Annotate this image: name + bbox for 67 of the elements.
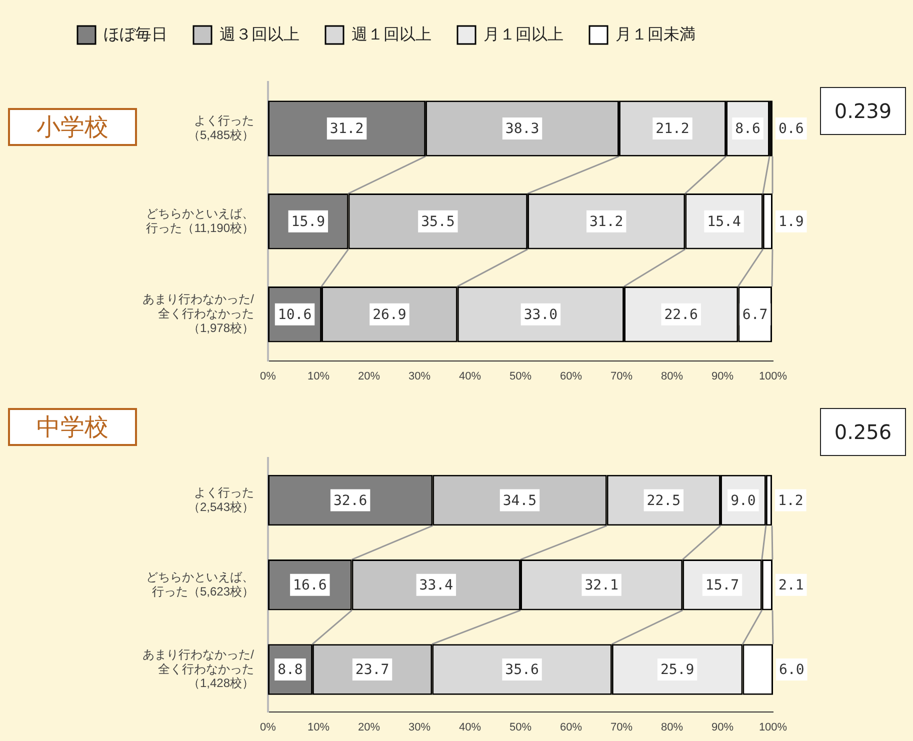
data-label: 15.7	[705, 578, 740, 594]
data-label: 15.4	[707, 214, 741, 230]
data-label: 32.6	[333, 492, 368, 509]
x-tick-label: 80%	[660, 370, 684, 382]
data-label: 2.1	[778, 578, 804, 594]
data-label: 0.6	[778, 121, 804, 138]
x-tick-label: 60%	[560, 721, 582, 734]
data-label: 1.2	[778, 492, 804, 509]
x-tick-label: 60%	[560, 370, 582, 382]
data-label: 9.0	[730, 492, 756, 509]
data-label: 35.6	[505, 662, 539, 678]
x-tick-label: 70%	[610, 721, 633, 734]
data-label: 25.9	[660, 662, 694, 678]
x-tick-label: 80%	[660, 721, 684, 734]
x-tick-label: 70%	[610, 370, 633, 382]
x-tick-label: 20%	[358, 370, 380, 382]
x-tick-label: 90%	[711, 370, 734, 382]
data-label: 8.8	[278, 662, 303, 678]
x-tick-label: 100%	[758, 721, 788, 734]
legend-label: 月１回未満	[616, 25, 696, 44]
legend-label: 週１回以上	[352, 25, 432, 44]
x-tick-label: 10%	[307, 370, 330, 382]
x-tick-label: 50%	[509, 721, 532, 734]
y-tick-label: よく行った（2,543校）	[188, 485, 254, 514]
text: 小学校	[8, 108, 137, 146]
data-label: 33.0	[524, 306, 558, 323]
x-tick-label: 40%	[458, 370, 482, 382]
legend-label: ほぼ毎日	[104, 26, 168, 44]
data-label: 34.5	[502, 492, 537, 509]
y-tick-label: どちらかといえば、行った（5,623校）	[146, 570, 254, 598]
x-tick-label: 10%	[307, 721, 330, 734]
data-label: 8.6	[735, 121, 760, 138]
legend-label: 週３回以上	[220, 25, 300, 44]
data-label: 35.5	[421, 214, 455, 230]
data-label: 22.6	[664, 306, 698, 323]
data-label: 6.7	[742, 306, 768, 323]
x-tick-label: 100%	[758, 370, 788, 382]
x-tick-label: 30%	[408, 721, 431, 734]
text: 0.239	[820, 87, 906, 135]
data-label: 31.2	[589, 214, 624, 230]
data-label: 6.0	[778, 662, 804, 678]
y-tick-label: あまり行わなかった/全く行わなかった（1,428校）	[142, 647, 255, 690]
y-tick-label: あまり行わなかった/全く行わなかった（1,978校）	[142, 292, 255, 336]
data-label: 33.4	[419, 578, 454, 594]
x-tick-label: 40%	[458, 721, 482, 734]
y-tick-label: よく行った（5,485校）	[188, 114, 254, 142]
data-label: 1.9	[778, 214, 804, 230]
x-tick-label: 0%	[260, 370, 276, 382]
data-label: 22.5	[646, 492, 681, 509]
y-tick-label: どちらかといえば、行った（11,190校）	[146, 206, 254, 235]
data-label: 16.6	[293, 578, 327, 594]
x-tick-label: 20%	[358, 721, 380, 734]
data-label: 26.9	[372, 306, 406, 323]
data-label: 38.3	[505, 121, 540, 138]
x-tick-label: 30%	[408, 370, 431, 382]
data-label: 31.2	[330, 121, 364, 138]
x-tick-label: 90%	[711, 721, 734, 734]
x-tick-label: 50%	[509, 370, 532, 382]
x-tick-label: 0%	[260, 721, 276, 734]
data-label: 15.9	[291, 214, 326, 230]
text: 0.256	[820, 408, 906, 456]
text: 中学校	[8, 408, 137, 446]
data-label: 10.6	[278, 306, 312, 323]
data-label: 32.1	[584, 578, 618, 594]
data-label: 23.7	[355, 662, 390, 678]
legend-label: 月１回以上	[484, 25, 564, 44]
data-label: 21.2	[656, 121, 690, 138]
